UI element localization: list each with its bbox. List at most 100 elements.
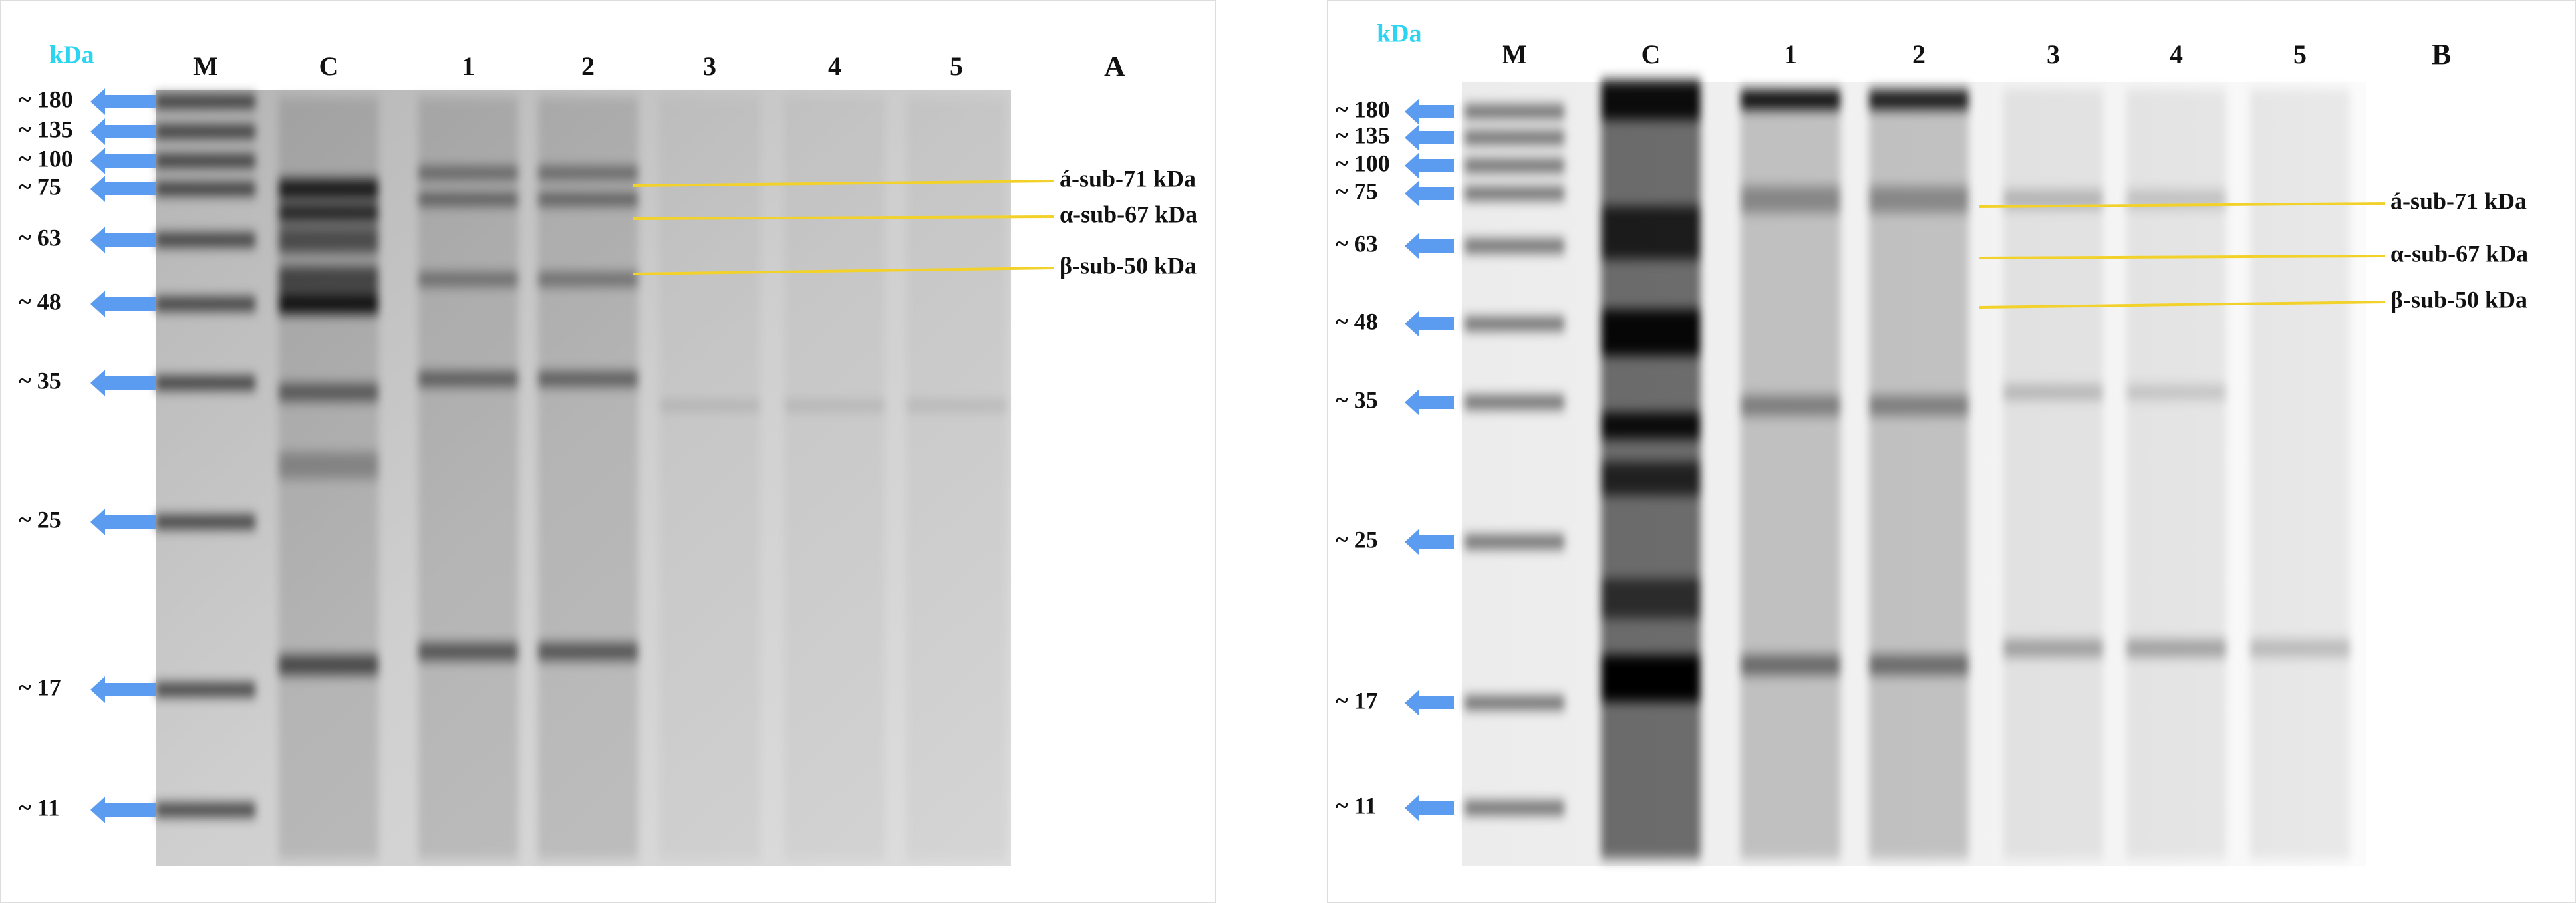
band	[1601, 309, 1701, 356]
marker-arrow	[1405, 795, 1454, 821]
marker-arrow	[90, 291, 156, 317]
lane-label: 3	[703, 51, 716, 81]
marker-label: ~ 100	[1336, 150, 1390, 176]
panel-letter: B	[2432, 38, 2451, 70]
lane-label: 2	[581, 51, 595, 81]
marker-arrow	[1405, 529, 1454, 555]
band	[2126, 640, 2226, 657]
marker-band	[156, 125, 255, 138]
marker-arrow	[1405, 180, 1454, 207]
band	[907, 401, 1006, 410]
band	[1869, 90, 1969, 110]
band	[279, 452, 378, 479]
band	[1601, 462, 1701, 495]
marker-label: ~ 100	[19, 145, 73, 172]
marker-arrow	[1405, 152, 1454, 179]
band	[538, 194, 638, 205]
marker-label: ~ 63	[19, 224, 61, 251]
band	[2003, 385, 2103, 400]
band	[279, 227, 378, 253]
marker-label: ~ 35	[19, 367, 61, 394]
lane-smear	[2126, 89, 2226, 859]
band	[2003, 640, 2103, 657]
lane-label: 5	[950, 51, 963, 81]
annotation-line	[1979, 301, 2386, 309]
marker-band	[1465, 396, 1564, 409]
lane-label: 4	[828, 51, 841, 81]
lane-smear	[2250, 89, 2350, 859]
lane-label: 3	[2047, 39, 2060, 69]
lane-smear	[2003, 89, 2103, 859]
marker-band	[156, 297, 255, 311]
lane-label: C	[319, 51, 339, 81]
band	[538, 273, 638, 286]
marker-band	[156, 683, 255, 696]
band	[1869, 186, 1969, 213]
marker-label: ~ 25	[19, 506, 61, 533]
band	[418, 372, 518, 386]
lane-smear	[418, 97, 518, 859]
marker-band	[1465, 696, 1564, 710]
marker-band	[1465, 317, 1564, 330]
band	[279, 294, 378, 314]
marker-band	[156, 515, 255, 529]
marker-arrow	[90, 676, 156, 703]
marker-band	[1465, 535, 1564, 549]
marker-arrow	[1405, 311, 1454, 337]
lane-smear	[538, 97, 638, 859]
panel-letter: A	[1104, 50, 1125, 82]
marker-label: ~ 11	[1336, 792, 1377, 819]
band	[660, 401, 760, 410]
marker-arrow	[90, 509, 156, 535]
annotation-line	[1979, 202, 2386, 208]
band	[538, 167, 638, 179]
annotation: á-sub-71 kDa	[2390, 188, 2527, 214]
marker-arrow	[90, 118, 156, 145]
band	[2126, 385, 2226, 400]
lane-label: M	[1502, 39, 1527, 69]
lane-smear	[1869, 89, 1969, 859]
marker-label: ~ 75	[1336, 178, 1378, 204]
marker-arrow	[1405, 124, 1454, 151]
marker-band	[156, 154, 255, 168]
marker-label: ~ 48	[1336, 308, 1378, 334]
lane-label: 1	[462, 51, 475, 81]
band	[418, 273, 518, 286]
lane-smear	[907, 97, 1006, 859]
band	[279, 384, 378, 401]
marker-arrow	[90, 176, 156, 202]
band	[418, 167, 518, 179]
band	[538, 643, 638, 660]
band	[1869, 396, 1969, 416]
marker-label: ~ 25	[1336, 526, 1378, 553]
marker-arrow	[1405, 690, 1454, 716]
marker-band	[1465, 131, 1564, 144]
marker-arrow	[90, 148, 156, 174]
marker-band	[1465, 239, 1564, 253]
annotation: á-sub-71 kDa	[1060, 165, 1196, 192]
band	[1601, 579, 1701, 618]
annotation: α-sub-67 kDa	[2390, 240, 2528, 267]
band	[418, 643, 518, 660]
marker-label: ~ 180	[1336, 96, 1390, 122]
marker-arrow	[1405, 98, 1454, 125]
lane-label: 1	[1784, 39, 1797, 69]
band	[1601, 80, 1701, 120]
band	[1601, 412, 1701, 439]
marker-label: ~ 11	[19, 794, 60, 821]
marker-label: ~ 135	[1336, 122, 1390, 148]
marker-label: ~ 180	[19, 86, 73, 112]
marker-band	[156, 233, 255, 247]
marker-label: ~ 17	[19, 674, 61, 700]
marker-band	[1465, 187, 1564, 200]
marker-arrow	[1405, 233, 1454, 259]
band	[538, 372, 638, 386]
marker-band	[156, 182, 255, 195]
band	[1869, 655, 1969, 675]
marker-label: ~ 75	[19, 173, 61, 199]
band	[279, 655, 378, 675]
lane-label: 5	[2293, 39, 2307, 69]
marker-arrow	[90, 88, 156, 115]
lane-smear	[660, 97, 760, 859]
band	[279, 204, 378, 221]
